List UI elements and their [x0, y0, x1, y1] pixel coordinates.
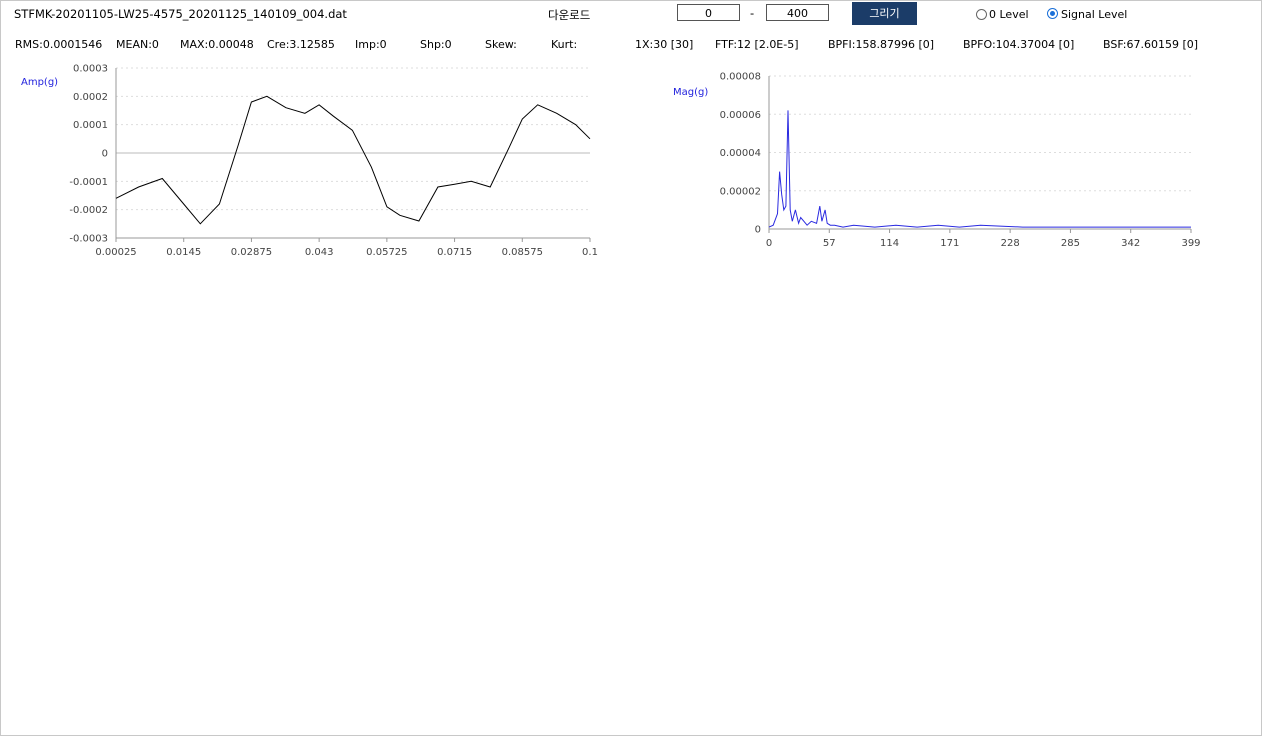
spectrum-chart: Mag(g) 0.00008 0.00006 0.00004 0.00002 0 0 57… [673, 72, 1201, 250]
x-tick-label: 342 [1121, 238, 1140, 249]
x-tick-label: 228 [1001, 238, 1020, 249]
y-tick-label: 0.0002 [73, 92, 108, 103]
x-tick-label: 0.0145 [166, 247, 201, 258]
y-tick-label: 0 [102, 149, 108, 160]
y-tick-label: 0 [755, 225, 761, 236]
stat-cre: Cre:3.12585 [267, 38, 335, 51]
time-waveform-chart: Amp(g) 0.0003 0.0002 0.0001 0 -0.0001 -0.0002… [21, 64, 598, 259]
stat-rms: RMS:0.0001546 [15, 38, 103, 51]
stat-shp: Shp:0 [420, 38, 452, 51]
x-tick-label: 0.043 [305, 247, 334, 258]
download-link[interactable]: 다운로드 [548, 8, 591, 22]
range-from-input[interactable]: 0 [677, 4, 740, 21]
signal-level-label: Signal Level [1061, 8, 1128, 21]
y-tick-label: -0.0001 [69, 177, 108, 188]
zero-level-radio[interactable] [976, 9, 987, 20]
y-tick-label: 0.00004 [720, 148, 761, 159]
y-axis-label: Mag(g) [673, 87, 708, 98]
y-tick-label: 0.0001 [73, 120, 108, 131]
x-tick-label: 57 [823, 238, 836, 249]
stat-bpfo: BPFO:104.37004 [0] [963, 38, 1075, 51]
stat-imp: Imp:0 [355, 38, 387, 51]
x-tick-label: 0.1 [582, 247, 598, 258]
series-line [768, 110, 1191, 228]
y-tick-label: 0.00002 [720, 186, 761, 197]
x-tick-label: 114 [880, 238, 899, 249]
x-tick-label: 171 [940, 238, 959, 249]
x-tick-label: 285 [1061, 238, 1080, 249]
x-tick-label: 0.00025 [95, 247, 136, 258]
x-tick-label: 0 [766, 238, 772, 249]
draw-button[interactable]: 그리기 [852, 2, 917, 25]
stat-mean: MEAN:0 [116, 38, 159, 51]
stat-bsf: BSF:67.60159 [0] [1103, 38, 1199, 51]
x-tick-label: 0.05725 [366, 247, 407, 258]
stat-max: MAX:0.00048 [180, 38, 254, 51]
y-tick-label: 0.00006 [720, 110, 761, 121]
zero-level-label: 0 Level [989, 8, 1029, 21]
x-tick-label: 399 [1181, 238, 1200, 249]
y-tick-label: 0.00008 [720, 72, 761, 83]
y-tick-label: 0.0003 [73, 64, 108, 75]
stat-bpfi: BPFI:158.87996 [0] [828, 38, 935, 51]
y-tick-label: -0.0002 [69, 205, 108, 216]
range-separator: - [750, 6, 755, 20]
stat-ftf: FTF:12 [2.0E-5] [715, 38, 799, 51]
stat-1x: 1X:30 [30] [635, 38, 694, 51]
range-to-input[interactable]: 400 [766, 4, 829, 21]
y-tick-label: -0.0003 [69, 234, 108, 245]
signal-level-radio[interactable] [1047, 8, 1058, 19]
stat-skew: Skew: [485, 38, 517, 51]
y-axis-label: Amp(g) [21, 77, 58, 88]
file-name: STFMK-20201105-LW25-4575_20201125_140109… [14, 7, 347, 21]
series-line [115, 95, 591, 225]
x-tick-label: 0.0715 [437, 247, 472, 258]
x-tick-label: 0.08575 [502, 247, 543, 258]
x-tick-label: 0.02875 [231, 247, 272, 258]
stat-kurt: Kurt: [551, 38, 578, 51]
